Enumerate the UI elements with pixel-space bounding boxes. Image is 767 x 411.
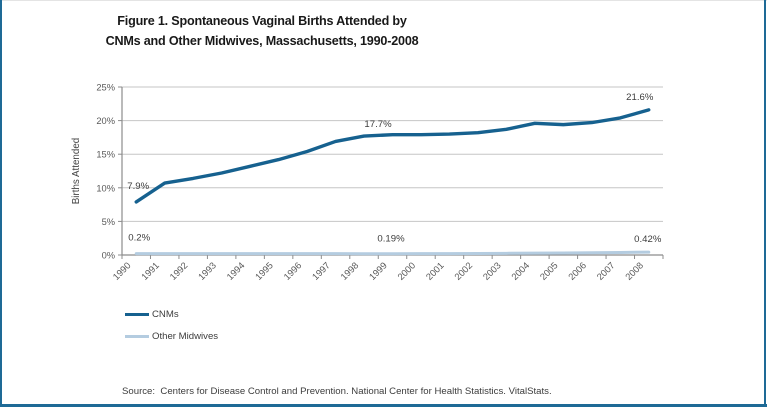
figure-title: Figure 1. Spontaneous Vaginal Births Att… [0, 11, 524, 51]
x-tick-label: 2005 [538, 260, 560, 282]
left-border-rule [0, 0, 2, 406]
x-tick-label: 1997 [310, 260, 332, 282]
x-tick-label: 1992 [168, 260, 190, 282]
data-label: 7.9% [127, 181, 149, 192]
y-tick-label: 5% [102, 217, 115, 227]
x-tick-label: 2007 [595, 260, 617, 282]
x-tick-label: 2008 [623, 260, 645, 282]
figure-title-line2: CNMs and Other Midwives, Massachusetts, … [105, 34, 419, 48]
legend-item-cnms: CNMs [125, 303, 218, 325]
data-label: 21.6% [626, 92, 654, 103]
top-divider [0, 0, 767, 1]
other-midwives-line-swatch [125, 334, 149, 338]
legend-label-other-midwives: Other Midwives [152, 330, 219, 342]
y-axis-title: Births Attended [71, 138, 82, 204]
x-tick-label: 1998 [339, 260, 361, 282]
x-tick-label: 2003 [481, 260, 503, 282]
x-tick-label: 2002 [453, 260, 475, 282]
x-tick-label: 1991 [139, 260, 161, 282]
data-label: 0.19% [377, 234, 405, 245]
cnms-line [134, 108, 651, 204]
x-tick-label: 1990 [111, 260, 133, 282]
y-tick-label: 0% [102, 251, 115, 261]
other-midwives-line [134, 250, 651, 256]
legend-item-other-midwives: Other Midwives [125, 325, 218, 347]
x-tick-label: 2004 [510, 260, 532, 282]
source-line1: Source: Centers for Disease Control and … [122, 386, 552, 397]
y-tick-label: 15% [96, 150, 115, 160]
x-tick-label: 2006 [567, 260, 589, 282]
data-label: 0.2% [128, 233, 150, 244]
right-border-rule [764, 0, 766, 406]
chart-legend: CNMs Other Midwives [125, 303, 218, 347]
y-tick-label: 10% [96, 183, 115, 193]
figure-title-line1: Figure 1. Spontaneous Vaginal Births Att… [117, 14, 407, 28]
x-tick-label: 1999 [367, 260, 389, 282]
data-label: 0.42% [634, 234, 662, 245]
bottom-accent-bar [0, 403, 767, 407]
x-tick-label: 1995 [253, 260, 275, 282]
y-tick-label: 20% [96, 116, 115, 126]
y-tick-label: 25% [96, 83, 115, 93]
source-note: Source: Centers for Disease Control and … [122, 357, 552, 411]
cnms-line-swatch [125, 312, 149, 316]
x-tick-label: 2001 [424, 260, 446, 282]
x-tick-label: 1993 [196, 260, 218, 282]
legend-label-cnms: CNMs [152, 308, 179, 320]
x-tick-label: 1996 [282, 260, 304, 282]
x-tick-label: 2000 [396, 260, 418, 282]
data-label: 17.7% [364, 119, 392, 130]
x-tick-label: 1994 [225, 260, 247, 282]
